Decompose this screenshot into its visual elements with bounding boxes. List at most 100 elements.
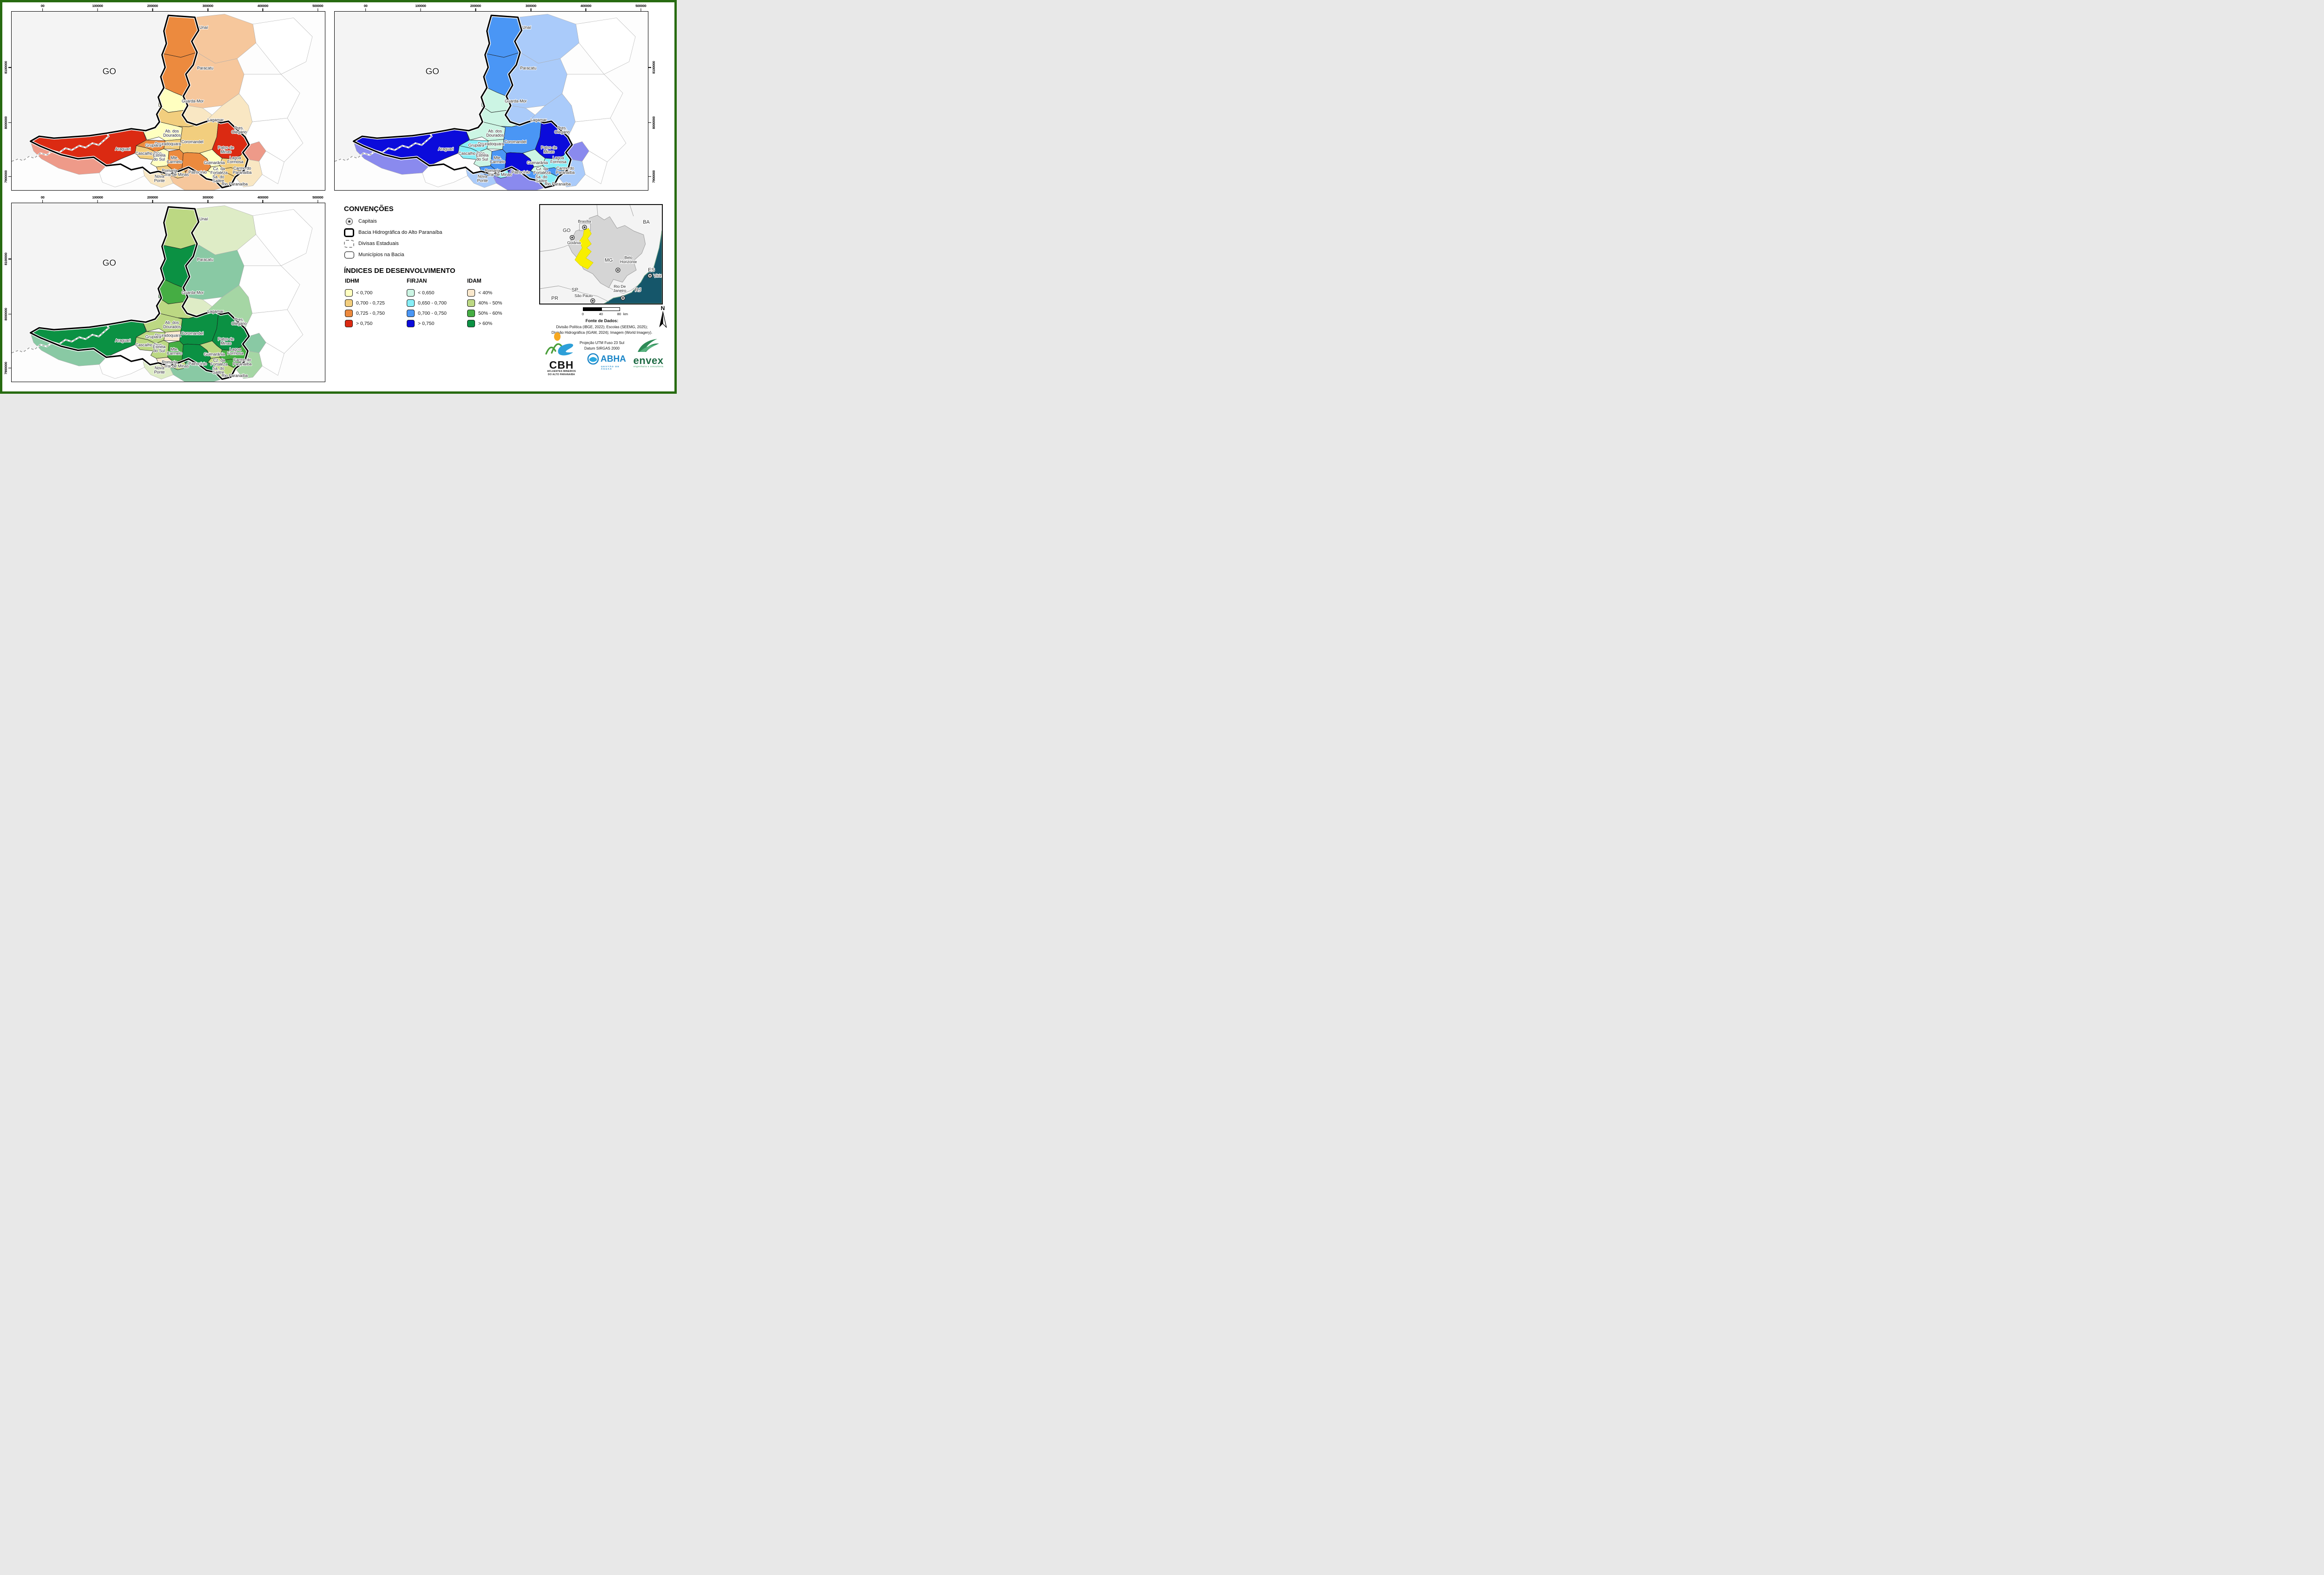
label-pres_olegario: Pres. Olegário [555,126,570,134]
label-mte_carmelo: Mte. Carmelo [167,155,182,164]
label-lagamar: Lagamar [530,118,547,122]
color-swatch [467,310,475,317]
x-tick-300000: 300000 [203,196,213,203]
state-label-go: GO [102,258,116,268]
label-patrocinio: Patrocínio [189,361,207,366]
legend-group-idam: IDAM < 40% 40% - 50% 50% - 60% > 60% [467,278,527,329]
y-tick-8100000: 8100000 [652,61,656,74]
label-rio_paranaiba: Rio Paranaíba [545,182,571,186]
color-swatch [345,299,353,307]
label-araguari: Araguari [115,146,131,151]
legend-item-bacia: Bacia Hidrográfica do Alto Paranaíba [344,227,544,238]
state-go-area [12,203,168,353]
label-douradoquara: Douradoquara [478,142,504,146]
x-tick-100000: 100000 [92,196,103,203]
state-label-go: GO [425,66,439,76]
legend-group-idhm: IDHM < 0,700 0,700 - 0,725 0,725 - 0,750… [345,278,404,329]
scale-label-80: 80 [617,312,621,316]
label-estrela_sul: Estrela do Sul [153,153,165,162]
label-patrocinio: Patrocínio [189,170,207,174]
label-carmo_paranaiba: Carmo do Paranaíba [556,166,575,175]
label-mte_carmelo: Mte. Carmelo [167,347,182,356]
label-guimarania: Guimarânia [204,160,224,165]
scale-label-40: 40 [599,312,603,316]
x-tick-400000: 400000 [257,196,268,203]
y-axis-firjan: 8100000 8000000 7900000 [648,11,657,191]
color-swatch [407,310,415,317]
scale-bar: 0 40 80 km [581,307,628,317]
color-swatch [407,289,415,297]
x-axis-idhm: 00 100000 200000 300000 400000 500000 [11,3,325,11]
label-patos_minas: Patos de Minas [218,337,234,346]
x-axis-idam: 00 100000 200000 300000 400000 500000 [11,195,325,203]
envex-logo-icon [638,339,659,352]
y-tick-7900000: 7900000 [4,362,8,375]
x-tick-200000: 200000 [147,196,158,203]
label-cascalho_rico: Cascalho Rico [458,151,485,156]
y-tick-8100000: 8100000 [4,61,8,74]
label-coromandel: Coromandel [504,139,527,144]
source-line: Divisão Política (IBGE, 2022); Escolas (… [556,325,648,329]
abha-logo: ABHA GESTÃO DE ÁGUAS [587,353,626,371]
inset-city-label-Brasília: Brasília [578,219,591,224]
color-swatch [467,299,475,307]
x-tick-100000: 100000 [415,4,426,11]
label-pres_olegario: Pres. Olegário [231,317,247,326]
logos-row: CBH AFLUENTES MINEIROS DO ALTO PARANAIBA… [535,331,671,391]
label-cascalho_rico: Cascalho Rico [135,343,162,347]
x-tick-200000: 200000 [147,4,158,11]
cbh-logo-icon [545,332,574,356]
envex-acronym: envex [633,355,664,366]
map-frame-idhm: GO Unaí Paracatu Guarda-Mor Lagamar Pres. Oleg… [11,11,325,191]
x-tick-00: 00 [364,4,368,11]
label-araguari: Araguari [115,338,131,343]
color-swatch [407,299,415,307]
conventions-title: CONVENÇÕES [344,205,394,213]
label-estrela_sul: Estrela do Sul [153,344,165,353]
projection-line: Projeção UTM Fuso 23 Sul [579,341,625,345]
label-romaria: Romaria [485,168,500,173]
label-paracatu: Paracatu [197,66,213,71]
label-irai_minas: Iraí de Minas [489,172,512,177]
x-axis-firjan: 00 100000 200000 300000 400000 500000 [334,3,648,11]
index-legend-groups: IDHM < 0,700 0,700 - 0,725 0,725 - 0,750… [344,278,544,389]
inset-city-label-Belo Horizonte: Belo Horizonte [620,255,637,264]
label-paracatu: Paracatu [520,66,536,71]
label-lagoa_formosa: Lagoa Formosa [550,155,567,164]
label-patos_minas: Patos de Minas [541,146,557,154]
label-grupiara: Grupiara [469,143,484,147]
color-swatch [345,289,353,297]
label-cz_fortaleza: Cz. da Fortaleza [534,166,551,175]
legend-panel: CONVENÇÕES Capitais Bacia Hidrográfica d… [344,205,544,389]
x-tick-300000: 300000 [526,4,536,11]
abha-acronym: ABHA [601,354,626,364]
y-tick-8000000: 8000000 [652,116,656,129]
label-sa_salitre: Sa. do Salitre [212,174,224,183]
inset-map-svg: BA GO MG ES RJ SP PR Brasília Goiânia Belo Horizon… [540,205,662,304]
label-unai: Unaí [199,217,208,221]
label-lagoa_formosa: Lagoa Formosa [227,155,244,164]
inset-state-SP: SP [572,287,578,293]
state-label-go: GO [102,66,116,76]
x-tick-400000: 400000 [581,4,591,11]
basin-outline [352,14,573,189]
x-tick-100000: 100000 [92,4,103,11]
legend-item-divisas: Divisas Estaduais [344,238,544,249]
inset-city-label-São Paulo: São Paulo [574,293,593,298]
choropleth-idhm: GO Unaí Paracatu Guarda-Mor Lagamar Pres. Oleg… [12,12,325,190]
datum-line: Datum SIRGAS 2000 [584,346,620,351]
inset-state-RJ: RJ [635,287,641,293]
choropleth-idam: GO Unaí Paracatu Guarda-Mor Lagamar Pres. Oleg… [12,203,325,382]
map-frame-firjan: GO Unaí Paracatu Guarda-Mor Lagamar Pres. Oleg… [334,11,648,191]
label-carmo_paranaiba: Carmo do Paranaíba [233,357,252,366]
inset-city-label-Goiânia: Goiânia [567,240,581,245]
legend-group-title: IDAM [467,278,482,284]
map-panel-idam: 00 100000 200000 300000 400000 500000 8100000… [4,196,325,382]
indices-title: ÍNDICES DE DESENVOLVIMENTO [344,267,456,275]
label-ab_dourados: Ab. dos Dourados [486,129,504,138]
state-boundary-dashed-line [12,132,110,162]
state-go-area [335,12,491,162]
basin-outline-icon [344,228,354,237]
abha-subtitle: GESTÃO DE ÁGUAS [601,366,620,371]
label-lagoa_formosa: Lagoa Formosa [227,347,244,356]
